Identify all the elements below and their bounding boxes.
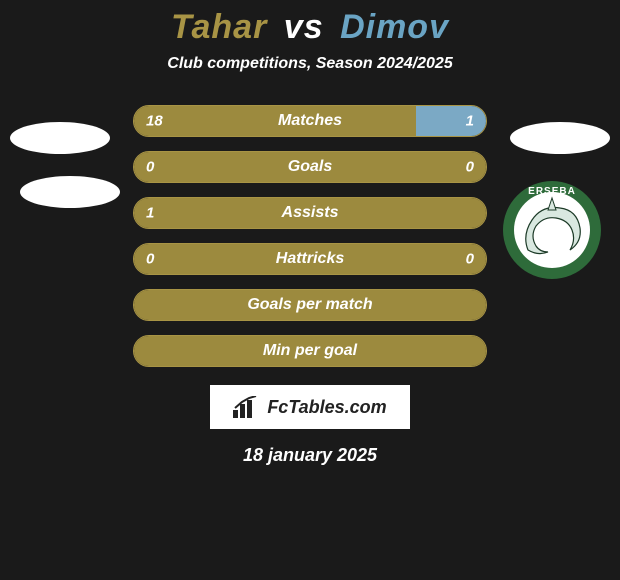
player1-name: Tahar [171, 8, 267, 46]
stat-bar: Matches 18 1 [133, 105, 487, 137]
vs-label: vs [284, 8, 324, 46]
stat-bar: Goals 0 0 [133, 151, 487, 183]
stat-bar: Assists 1 [133, 197, 487, 229]
stat-bar-value-right: 0 [466, 251, 474, 268]
stat-bar: Goals per match [133, 289, 487, 321]
fctables-logo-icon [233, 396, 261, 418]
stat-bar-fill-right [416, 106, 486, 136]
svg-text:ERSEBA: ERSEBA [528, 186, 576, 197]
stat-bar-label: Assists [282, 204, 339, 222]
player2-avatar-placeholder [510, 122, 610, 154]
fctables-badge: FcTables.com [210, 385, 410, 429]
stat-bar-value-left: 0 [146, 251, 154, 268]
player1-avatar-placeholder [10, 122, 110, 154]
stat-bar-label: Goals per match [247, 296, 372, 314]
date-label: 18 january 2025 [243, 445, 377, 466]
stat-bar-label: Goals [288, 158, 332, 176]
player1-club-placeholder [20, 176, 120, 208]
stat-bar-label: Matches [278, 112, 342, 130]
stat-bar-fill-left [134, 106, 416, 136]
page-title: Tahar vs Dimov [171, 8, 449, 47]
player2-name: Dimov [340, 8, 449, 46]
stat-bar-value-right: 1 [466, 113, 474, 130]
fctables-label: FcTables.com [267, 397, 386, 418]
subtitle: Club competitions, Season 2024/2025 [167, 55, 452, 73]
player2-club-crest: ERSEBA [502, 180, 602, 280]
stat-bar-value-left: 18 [146, 113, 163, 130]
stat-bar-label: Hattricks [276, 250, 344, 268]
stat-bar: Min per goal [133, 335, 487, 367]
stat-bar-value-left: 0 [146, 159, 154, 176]
stat-bar-value-right: 0 [466, 159, 474, 176]
stat-bar-label: Min per goal [263, 342, 357, 360]
stat-bar-value-left: 1 [146, 205, 154, 222]
stat-bar: Hattricks 0 0 [133, 243, 487, 275]
